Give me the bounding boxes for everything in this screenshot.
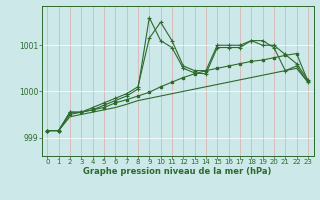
X-axis label: Graphe pression niveau de la mer (hPa): Graphe pression niveau de la mer (hPa): [84, 167, 272, 176]
